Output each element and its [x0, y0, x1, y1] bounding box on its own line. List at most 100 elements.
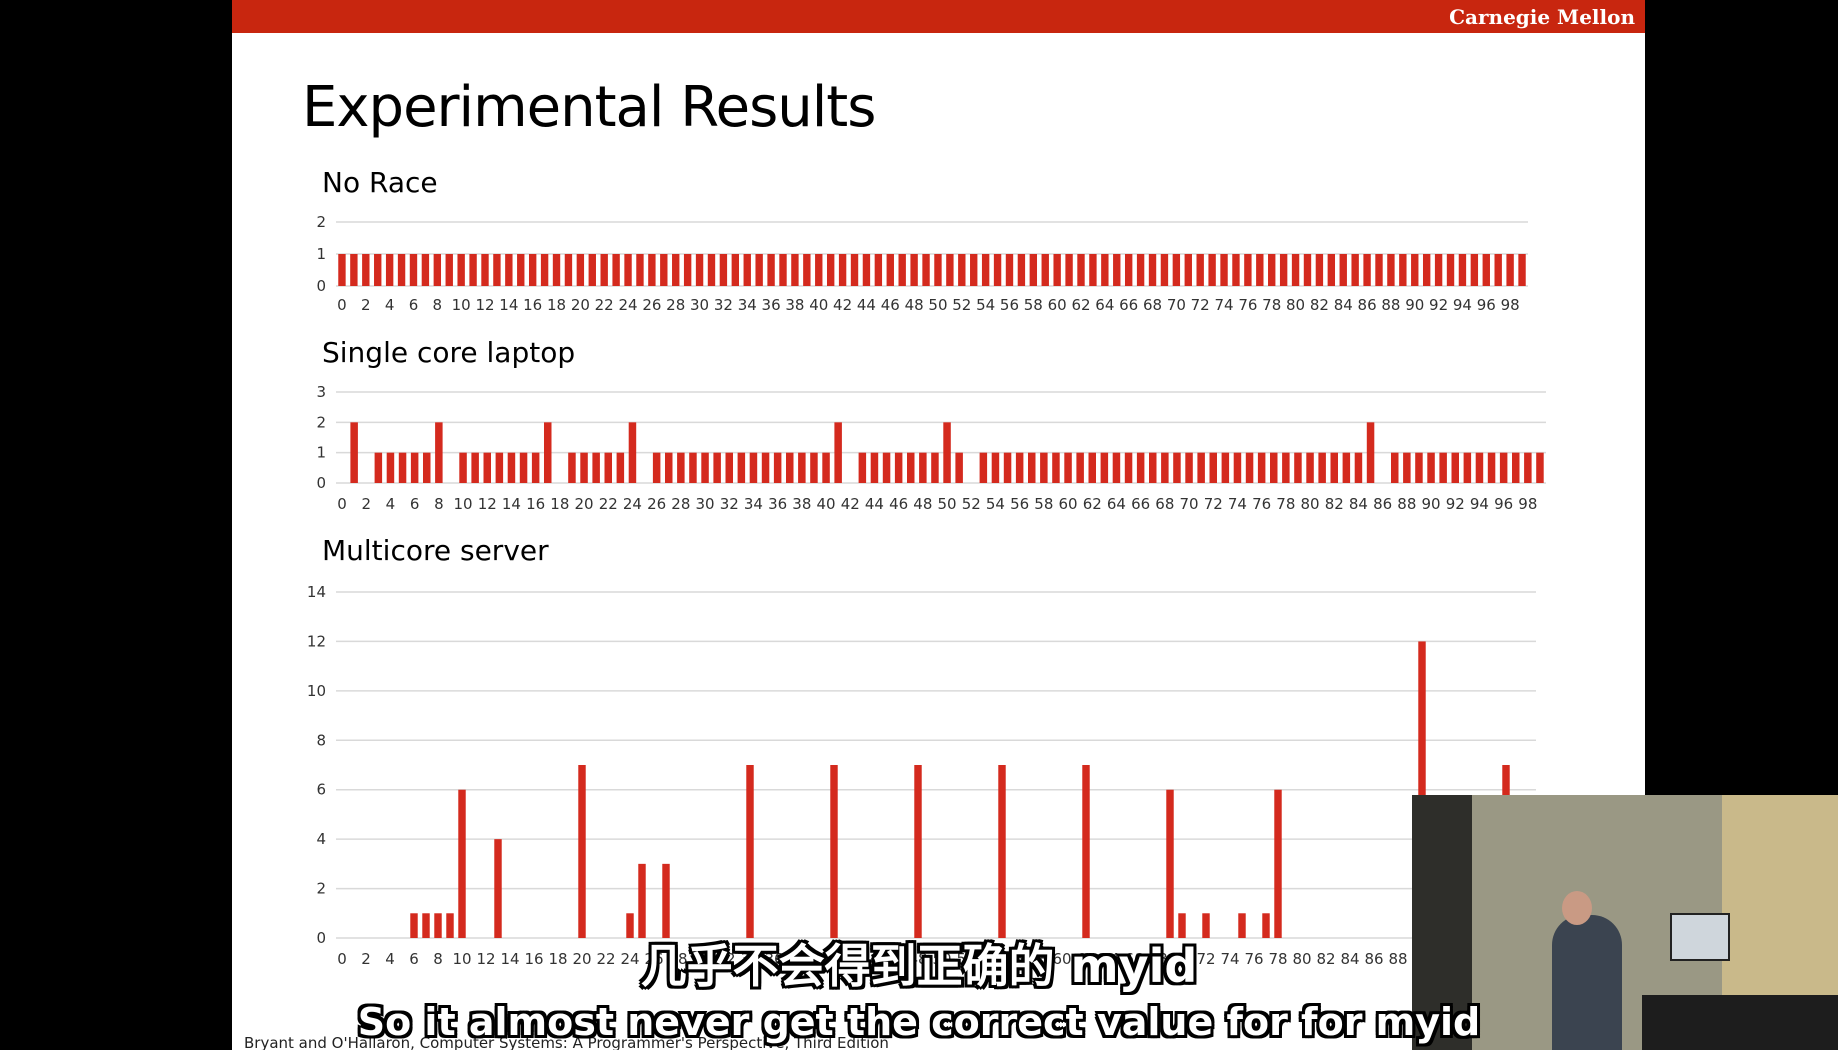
x-tick-label: 8: [434, 495, 444, 513]
x-tick-label: 48: [908, 950, 927, 968]
bar: [1208, 254, 1216, 286]
y-tick-label: 6: [316, 781, 326, 799]
y-tick-label: 8: [316, 731, 326, 749]
x-tick-label: 66: [1124, 950, 1143, 968]
bar: [862, 254, 871, 286]
x-tick-label: 42: [833, 296, 852, 314]
x-tick-label: 90: [1422, 495, 1441, 513]
y-tick-label: 1: [316, 245, 326, 263]
x-tick-label: 80: [1286, 296, 1305, 314]
bar: [1166, 789, 1174, 938]
x-tick-label: 60: [1059, 495, 1078, 513]
bar: [810, 452, 818, 483]
x-tick-label: 52: [956, 950, 975, 968]
x-tick-label: 26: [647, 495, 666, 513]
bar: [785, 452, 794, 483]
bar: [1403, 452, 1411, 483]
x-tick-label: 4: [385, 950, 395, 968]
x-tick-label: 64: [1095, 296, 1114, 314]
x-tick-label: 74: [1228, 495, 1247, 513]
bar: [1375, 254, 1383, 286]
y-tick-label: 0: [316, 929, 326, 947]
x-tick-label: 52: [962, 495, 981, 513]
x-tick-label: 68: [1155, 495, 1174, 513]
x-tick-label: 92: [1429, 296, 1448, 314]
x-tick-label: 16: [524, 950, 543, 968]
x-tick-label: 76: [1252, 495, 1271, 513]
bar: [755, 254, 763, 286]
bar: [731, 254, 740, 286]
bar: [626, 913, 634, 938]
bar: [1274, 789, 1282, 938]
x-tick-label: 80: [1292, 950, 1311, 968]
bar: [1482, 254, 1490, 286]
bar: [882, 452, 891, 483]
bar: [469, 254, 477, 286]
bar: [1029, 254, 1038, 286]
bar: [677, 452, 685, 483]
bar: [958, 254, 966, 286]
x-tick-label: 40: [809, 296, 828, 314]
bar: [410, 913, 418, 938]
bar: [1422, 254, 1431, 286]
x-tick-label: 40: [812, 950, 831, 968]
x-tick-label: 10: [452, 950, 471, 968]
bar: [1499, 452, 1508, 483]
x-tick-label: 0: [337, 950, 347, 968]
x-tick-label: 22: [599, 495, 618, 513]
bar: [1173, 452, 1181, 483]
bar: [592, 452, 600, 483]
bar: [850, 254, 859, 286]
bar: [1330, 452, 1339, 483]
x-tick-label: 88: [1397, 495, 1416, 513]
x-tick-label: 92: [1446, 495, 1465, 513]
bar: [517, 254, 525, 286]
x-tick-label: 70: [1167, 296, 1186, 314]
bar: [507, 452, 516, 483]
x-tick-label: 84: [1334, 296, 1353, 314]
bar: [919, 452, 927, 483]
x-tick-label: 96: [1477, 296, 1496, 314]
x-tick-label: 86: [1358, 296, 1377, 314]
bar: [1387, 254, 1395, 286]
bar: [894, 452, 903, 483]
x-tick-label: 16: [526, 495, 545, 513]
bar: [338, 254, 346, 286]
bar: [1475, 452, 1484, 483]
bar: [737, 452, 746, 483]
x-tick-label: 58: [1034, 495, 1053, 513]
x-tick-label: 46: [881, 296, 900, 314]
x-tick-label: 0: [337, 495, 347, 513]
bar: [1536, 452, 1544, 483]
bar: [886, 254, 894, 286]
bar: [834, 422, 842, 483]
x-tick-label: 0: [337, 296, 347, 314]
bar: [791, 254, 799, 286]
x-tick-label: 32: [716, 950, 735, 968]
bar: [374, 452, 383, 483]
bar: [483, 452, 492, 483]
bar: [822, 452, 830, 483]
bar: [1418, 641, 1426, 938]
bar: [616, 452, 625, 483]
bar: [604, 452, 613, 483]
x-tick-label: 60: [1048, 296, 1067, 314]
bar: [1015, 452, 1024, 483]
x-tick-label: 46: [889, 495, 908, 513]
bar: [1077, 254, 1085, 286]
bar: [1256, 254, 1264, 286]
x-tick-label: 6: [409, 950, 419, 968]
bar: [1017, 254, 1026, 286]
x-tick-label: 88: [1381, 296, 1400, 314]
x-tick-label: 16: [523, 296, 542, 314]
x-tick-label: 20: [575, 495, 594, 513]
bar: [931, 452, 939, 483]
bar: [858, 452, 867, 483]
bar: [1415, 452, 1423, 483]
x-tick-label: 74: [1220, 950, 1239, 968]
y-tick-label: 1: [316, 444, 326, 462]
x-tick-label: 82: [1325, 495, 1344, 513]
bar: [1399, 254, 1407, 286]
x-tick-label: 2: [361, 495, 371, 513]
x-tick-label: 22: [596, 950, 615, 968]
